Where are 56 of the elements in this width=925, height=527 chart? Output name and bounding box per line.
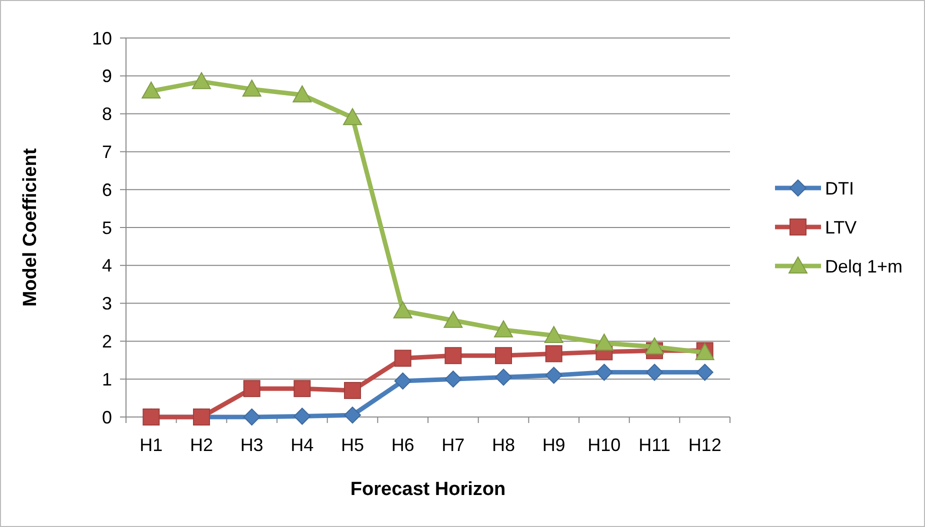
point bbox=[544, 326, 564, 344]
point bbox=[545, 345, 562, 362]
x-tick-label: H10 bbox=[588, 435, 621, 455]
x-tick-label: H6 bbox=[391, 435, 414, 455]
point bbox=[444, 310, 463, 328]
point bbox=[294, 380, 311, 398]
y-tick-label: 0 bbox=[102, 407, 112, 428]
x-axis-title: Forecast Horizon bbox=[350, 479, 506, 500]
y-axis-title: Model Coefficient bbox=[20, 148, 41, 307]
x-tick-label: H2 bbox=[190, 435, 214, 455]
point bbox=[393, 301, 412, 318]
point bbox=[646, 364, 663, 381]
point bbox=[495, 347, 512, 364]
legend-label: LTV bbox=[825, 217, 857, 238]
x-tick-label: H3 bbox=[240, 435, 264, 455]
legend-label: Delq 1+m bbox=[825, 256, 903, 276]
legend-label: DTI bbox=[825, 178, 854, 198]
y-tick-label: 1 bbox=[102, 369, 112, 390]
y-tick-label: 2 bbox=[102, 332, 112, 352]
x-tick-label: H9 bbox=[542, 435, 566, 455]
point bbox=[645, 337, 664, 354]
x-tick-label: H1 bbox=[140, 435, 163, 455]
point bbox=[142, 82, 161, 99]
point bbox=[343, 108, 362, 126]
point bbox=[444, 347, 462, 364]
x-tick-label: H4 bbox=[290, 435, 314, 455]
y-tick-label: 10 bbox=[92, 28, 112, 48]
y-tick-label: 6 bbox=[102, 180, 112, 200]
point bbox=[192, 72, 211, 90]
y-tick-label: 4 bbox=[102, 256, 112, 276]
point bbox=[243, 408, 260, 426]
point bbox=[696, 364, 714, 381]
point bbox=[394, 372, 412, 390]
y-tick-label: 8 bbox=[102, 104, 112, 124]
point bbox=[545, 366, 562, 384]
point bbox=[444, 370, 462, 388]
point bbox=[495, 368, 512, 386]
point bbox=[292, 85, 312, 102]
x-tick-label: H11 bbox=[638, 435, 670, 455]
point bbox=[594, 334, 614, 351]
point bbox=[294, 408, 311, 425]
y-tick-label: 5 bbox=[102, 218, 112, 238]
x-tick-label: H12 bbox=[688, 435, 722, 455]
x-tick-label: H5 bbox=[340, 435, 364, 455]
point bbox=[596, 364, 613, 381]
y-tick-label: 9 bbox=[102, 66, 112, 86]
y-tick-label: 3 bbox=[102, 294, 112, 314]
x-tick-label: H8 bbox=[492, 435, 516, 455]
point bbox=[494, 320, 513, 338]
point bbox=[242, 80, 262, 97]
point bbox=[243, 380, 260, 398]
x-tick-label: H7 bbox=[442, 435, 465, 455]
point bbox=[344, 406, 361, 424]
point bbox=[344, 382, 361, 399]
point bbox=[394, 350, 412, 367]
y-tick-label: 7 bbox=[102, 142, 112, 162]
